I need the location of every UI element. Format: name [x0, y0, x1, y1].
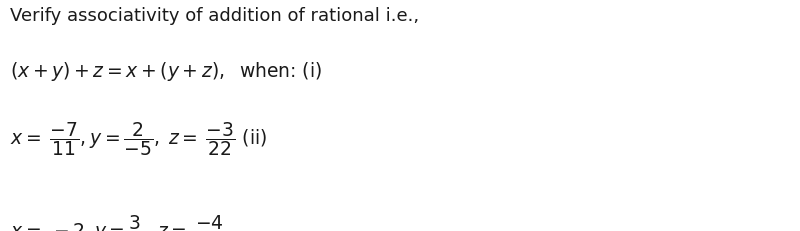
Text: $x = \;-2, y = \dfrac{3}{5},\; z = \;\dfrac{-4}{3}$: $x = \;-2, y = \dfrac{3}{5},\; z = \;\df…: [10, 213, 225, 231]
Text: $(x + y) + z = x + (y + z),\;$ when: (i): $(x + y) + z = x + (y + z),\;$ when: (i): [10, 60, 322, 83]
Text: Verify associativity of addition of rational i.e.,: Verify associativity of addition of rati…: [10, 7, 418, 25]
Text: $x = \;\dfrac{-7}{11}, y = \dfrac{2}{-5},\; z = \;\dfrac{-3}{22}$ (ii): $x = \;\dfrac{-7}{11}, y = \dfrac{2}{-5}…: [10, 120, 267, 158]
